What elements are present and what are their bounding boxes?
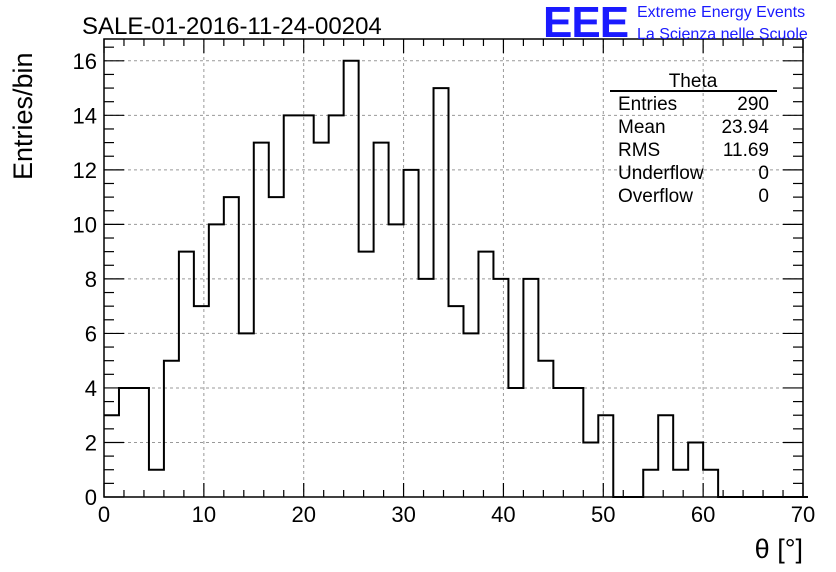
y-tick-label: 0 — [85, 485, 97, 510]
x-tick-labels: 0 10 20 30 40 50 60 70 — [98, 502, 815, 527]
eee-logo: EEE — [543, 0, 629, 47]
stats-label: Entries — [618, 94, 677, 115]
chart-title: SALE-01-2016-11-24-00204 — [82, 13, 382, 40]
y-tick-label: 14 — [73, 103, 97, 128]
x-tick-label: 40 — [491, 502, 515, 527]
y-tick-labels: 0 2 4 6 8 10 12 14 16 — [73, 49, 97, 510]
logo-subtitle-line2: La Scienza nelle Scuole — [637, 26, 808, 43]
stats-box: Theta Entries 290 Mean 23.94 RMS 11.69 Underfl… — [610, 71, 777, 207]
stats-label: Mean — [618, 117, 666, 138]
stats-label: RMS — [618, 140, 660, 161]
axis-ticks — [103, 39, 804, 498]
x-tick-label: 30 — [391, 502, 415, 527]
histogram-outline — [104, 59, 808, 498]
y-tick-label: 10 — [73, 212, 97, 237]
x-tick-label: 10 — [192, 502, 216, 527]
y-axis-label: Entries/bin — [8, 52, 38, 180]
logo-subtitle-line1: Extreme Energy Events — [637, 4, 806, 21]
y-tick-label: 16 — [73, 49, 97, 74]
stats-value: 23.94 — [721, 117, 769, 138]
x-tick-label: 70 — [791, 502, 815, 527]
stats-label: Overflow — [618, 186, 693, 207]
x-tick-label: 0 — [98, 502, 110, 527]
y-tick-label: 2 — [85, 430, 97, 455]
plot-frame — [103, 38, 804, 498]
stats-value: 0 — [758, 163, 769, 184]
x-axis-label: θ [°] — [755, 534, 803, 564]
y-tick-label: 12 — [73, 158, 97, 183]
y-tick-label: 8 — [85, 267, 97, 292]
y-tick-label: 4 — [85, 376, 97, 401]
stats-value: 11.69 — [723, 140, 769, 161]
x-tick-label: 20 — [291, 502, 315, 527]
stats-rows: Entries 290 Mean 23.94 RMS 11.69 Underflow 0 Ove… — [618, 94, 769, 207]
stats-label: Underflow — [618, 163, 704, 184]
x-tick-label: 60 — [691, 502, 715, 527]
y-tick-label: 6 — [85, 321, 97, 346]
x-tick-label: 50 — [591, 502, 615, 527]
stats-value: 290 — [737, 94, 769, 115]
stats-title: Theta — [669, 71, 718, 92]
stats-value: 0 — [758, 186, 769, 207]
